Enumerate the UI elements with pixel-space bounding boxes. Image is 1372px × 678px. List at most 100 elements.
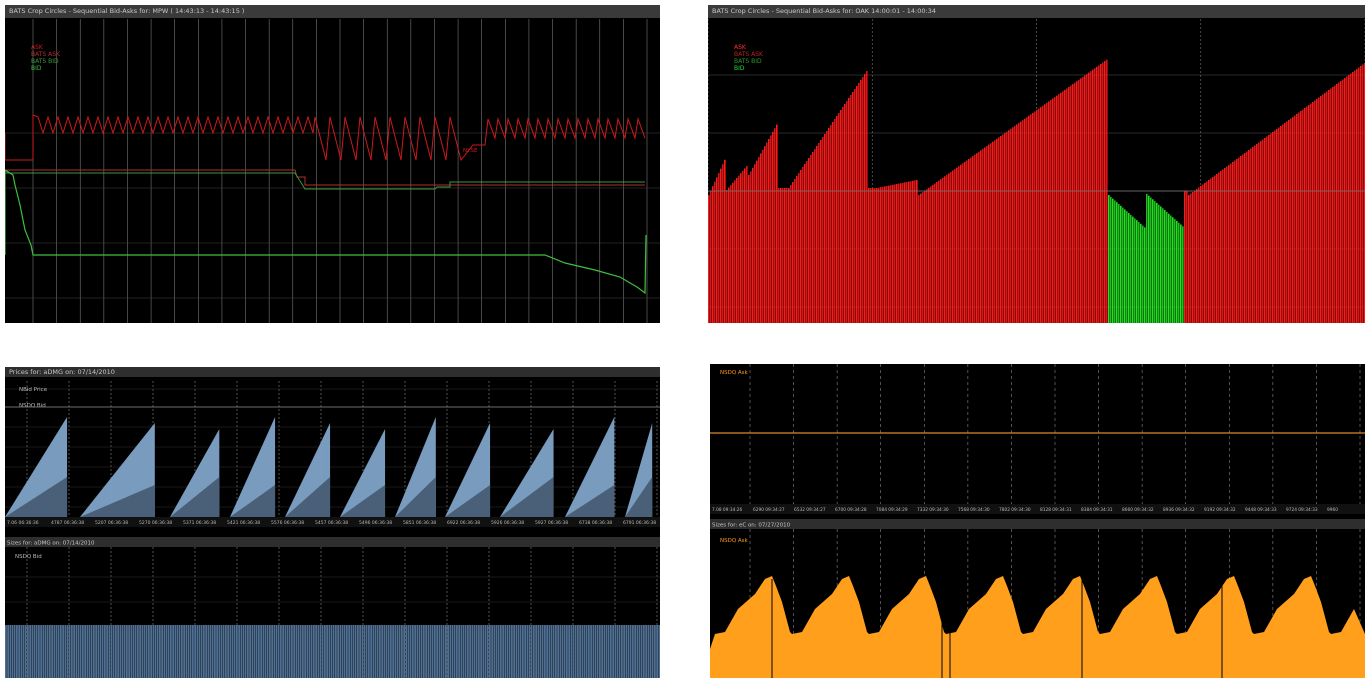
size-bar	[51, 625, 53, 678]
ask-bar	[1200, 186, 1202, 323]
size-bar	[649, 625, 652, 678]
ask-bar	[1290, 118, 1292, 323]
price-area-dark	[340, 485, 386, 517]
size-bar	[185, 625, 188, 678]
ask-bar	[936, 182, 938, 323]
size-bar	[526, 625, 529, 678]
chart-title-sizes: Sizes for: aDMG on: 07/14/2010	[7, 541, 95, 547]
ask-bar	[1056, 95, 1058, 323]
x-tick-label: 9724 09:34:33	[1286, 507, 1318, 513]
legend-item: BID	[31, 65, 42, 72]
ask-bar	[1072, 84, 1074, 323]
size-bar	[420, 625, 423, 678]
size-bar	[447, 625, 449, 678]
size-bar	[57, 625, 60, 678]
size-bar	[495, 625, 498, 678]
size-bar	[319, 625, 322, 678]
ask-bar	[800, 170, 802, 323]
ask-bar	[840, 110, 842, 323]
size-bar	[225, 625, 227, 678]
ask-bar	[986, 146, 988, 323]
chart-panel-mpw: BATS Crop Circles - Sequential Bid-Asks …	[5, 5, 660, 323]
bid-bar	[1176, 220, 1178, 323]
ask-bar	[1364, 63, 1365, 323]
ask-bar	[970, 157, 972, 323]
ask-bar	[914, 180, 916, 323]
ask-bar	[934, 183, 936, 323]
chart-panel-admg: Prices for: aDMG on: 07/14/2010 NBid Pri…	[5, 367, 660, 678]
ask-bar	[1360, 66, 1362, 323]
bid-bar	[1158, 204, 1160, 323]
size-bar	[139, 625, 141, 678]
size-bar	[214, 625, 216, 678]
bid-bar	[1148, 195, 1150, 323]
ask-bar	[1060, 92, 1062, 323]
ask-bar	[964, 161, 966, 323]
size-bar	[607, 625, 610, 678]
size-bar	[390, 625, 392, 678]
size-bar	[486, 625, 489, 678]
size-bar	[71, 625, 73, 678]
bid-bar	[1124, 209, 1126, 323]
size-bar	[605, 625, 608, 678]
ask-bar	[1064, 89, 1066, 323]
x-tick-label: 5576 06:36:38	[271, 520, 304, 526]
size-bar	[357, 625, 359, 678]
ask-bar	[858, 83, 860, 323]
size-bar	[304, 625, 306, 678]
ask-bar	[774, 128, 776, 323]
ask-bar	[1052, 98, 1054, 323]
ask-bar	[1000, 135, 1002, 323]
size-bar	[535, 625, 537, 678]
ask-bar	[872, 188, 874, 323]
size-bar	[337, 625, 339, 678]
ask-bar	[1320, 96, 1322, 323]
size-bar	[508, 625, 511, 678]
size-bar	[550, 625, 553, 678]
ask-bar	[976, 153, 978, 323]
size-bar	[40, 625, 42, 678]
size-bar	[148, 625, 150, 678]
ask-bar	[1048, 101, 1050, 323]
ask-bar	[792, 182, 794, 323]
size-bar	[574, 625, 577, 678]
size-bar	[273, 625, 276, 678]
size-bar	[359, 625, 361, 678]
size-bar	[464, 625, 467, 678]
size-bar	[585, 625, 588, 678]
ask-bar	[1340, 81, 1342, 323]
size-bar	[244, 625, 247, 678]
bid-bar	[1132, 216, 1134, 323]
size-bar	[44, 625, 47, 678]
price-area	[565, 417, 615, 517]
x-tick-label: 8128 09:34:31	[1040, 507, 1072, 513]
ask-bar	[1008, 130, 1010, 323]
ask-bar	[842, 107, 844, 323]
ask-bar	[882, 186, 884, 323]
size-bar	[577, 625, 579, 678]
size-bar	[207, 625, 210, 678]
ask-bar	[710, 190, 712, 323]
size-bar	[409, 625, 412, 678]
size-bar	[401, 625, 403, 678]
ask-bar	[856, 86, 858, 323]
ask-bar	[1070, 85, 1072, 323]
size-bar	[588, 625, 590, 678]
ask-bar	[864, 74, 866, 323]
chart-title-sizes: Sizes for: eC on: 07/27/2010	[712, 523, 791, 529]
ask-bar	[1258, 142, 1260, 323]
size-bar	[68, 625, 71, 678]
size-bar	[489, 625, 491, 678]
size-bar	[266, 625, 269, 678]
size-bar	[376, 625, 379, 678]
size-bar	[506, 625, 509, 678]
ask-bar	[870, 188, 872, 323]
size-bar	[566, 625, 568, 678]
size-bar	[310, 625, 313, 678]
size-bar	[187, 625, 190, 678]
x-tick-label: 5207 06:36:38	[95, 520, 128, 526]
size-bar	[425, 625, 427, 678]
chart-admg-svg: NBid Price NSDQ Bid 7.06 06:36:36 4787 06:3…	[5, 381, 660, 678]
chart-panel-ec: NSDQ Ask 7.08 09:34:26 6290 09:34:27 6532 0…	[710, 364, 1365, 678]
ask-bar	[1336, 84, 1338, 323]
